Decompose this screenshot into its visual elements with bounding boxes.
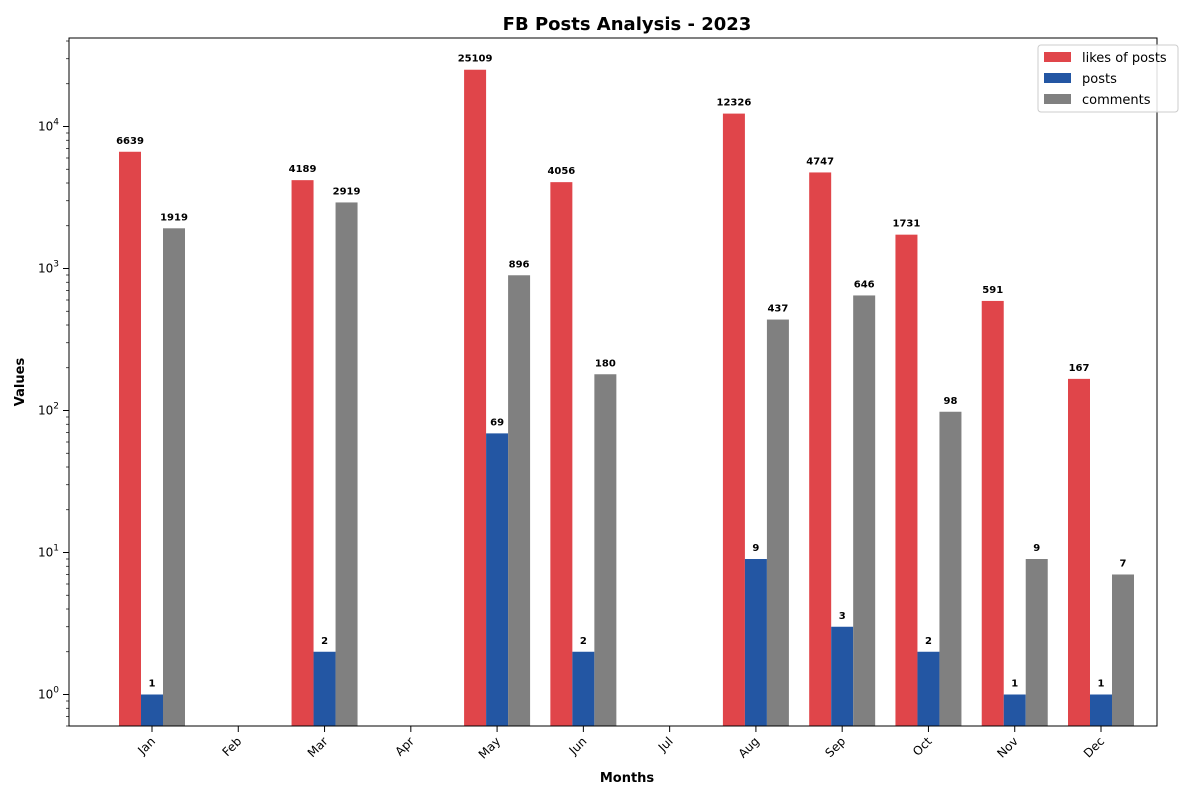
bar-comments-nov (1025, 559, 1048, 726)
x-tick-label-feb: Feb (219, 734, 244, 759)
x-tick-label-aug: Aug (736, 734, 762, 760)
data-label: 98 (943, 396, 957, 407)
bar-posts-nov (1003, 694, 1026, 726)
bar-comments-dec (1112, 574, 1134, 726)
legend-box (1037, 44, 1179, 113)
bar-posts-dec (1090, 694, 1112, 726)
y-tick-label: 101 (38, 544, 59, 560)
data-label: 646 (854, 279, 875, 290)
data-label: 4056 (547, 166, 575, 177)
x-tick-label-jan: Jan (134, 734, 158, 758)
data-label: 2919 (333, 186, 361, 197)
data-label: 2 (580, 636, 587, 647)
x-tick-label-apr: Apr (392, 734, 417, 759)
bar-comments-jan (163, 228, 185, 727)
plot-frame (68, 37, 1158, 727)
x-axis: Jan Feb Mar Apr May Jun Jul Aug Sep Oct Nov Dec (134, 726, 1107, 762)
legend: likes of posts posts comments (1037, 44, 1179, 113)
y-tick-label: 103 (38, 260, 59, 276)
x-tick-label-jun: Jun (566, 734, 590, 758)
bar-comments-jun (594, 374, 617, 726)
data-label: 1 (1098, 679, 1105, 690)
bar-likes-of-posts-mar (291, 180, 314, 726)
bar-posts-jan (141, 694, 163, 726)
x-tick-label-mar: Mar (305, 734, 331, 760)
bar-posts-oct (917, 651, 940, 726)
chart-title: FB Posts Analysis - 2023 (503, 14, 752, 35)
x-tick-label-oct: Oct (910, 734, 935, 759)
data-label: 167 (1069, 363, 1090, 374)
y-tick-label: 100 (38, 686, 59, 702)
bar-likes-of-posts-sep (809, 172, 832, 726)
data-label: 2 (925, 636, 932, 647)
data-label: 180 (595, 358, 616, 369)
y-axis: 100 101 102 103 104 (38, 40, 69, 727)
x-tick-label-may: May (476, 734, 503, 761)
data-label: 4189 (289, 164, 317, 175)
data-label: 7 (1120, 558, 1127, 569)
data-label: 1919 (160, 212, 188, 223)
y-axis-label: Values (13, 358, 28, 407)
data-label: 3 (839, 611, 846, 622)
bars-group (119, 69, 1134, 727)
data-label: 437 (767, 304, 788, 315)
data-label: 9 (752, 543, 759, 554)
data-label: 1 (149, 679, 156, 690)
data-label: 1731 (893, 219, 921, 230)
bar-comments-may (508, 275, 531, 726)
data-label: 591 (982, 285, 1003, 296)
y-tick-label: 102 (38, 402, 59, 418)
bar-posts-mar (313, 651, 336, 726)
bar-likes-of-posts-aug (722, 113, 745, 727)
bar-posts-jun (572, 651, 595, 726)
bar-comments-aug (766, 319, 789, 726)
legend-label-posts: posts (1082, 72, 1117, 87)
bar-likes-of-posts-oct (895, 234, 918, 726)
data-label: 9 (1033, 543, 1040, 554)
legend-label-likes-of-posts: likes of posts (1082, 51, 1167, 66)
bar-likes-of-posts-jan (119, 151, 141, 726)
x-tick-label-sep: Sep (822, 734, 848, 760)
bar-comments-oct (939, 411, 962, 726)
legend-swatch-likes-of-posts (1044, 52, 1071, 62)
data-label: 69 (490, 417, 504, 428)
data-label: 1 (1011, 679, 1018, 690)
x-tick-label-jul: Jul (655, 734, 676, 755)
bar-posts-sep (831, 626, 854, 726)
legend-label-comments: comments (1082, 93, 1151, 108)
bar-posts-aug (744, 559, 767, 726)
data-label: 12326 (717, 98, 752, 109)
x-tick-label-dec: Dec (1081, 734, 1107, 760)
data-label: 896 (509, 259, 530, 270)
bar-likes-of-posts-may (464, 69, 487, 727)
data-label: 25109 (458, 54, 493, 65)
legend-swatch-posts (1044, 73, 1071, 83)
data-label: 6639 (116, 136, 144, 147)
data-label: 2 (321, 636, 328, 647)
x-axis-label: Months (600, 771, 655, 786)
x-tick-label-nov: Nov (994, 734, 1020, 760)
data-label: 4747 (806, 156, 834, 167)
bar-likes-of-posts-jun (550, 182, 573, 726)
data-labels-group: 6639418925109405612326474717315911671269… (116, 54, 1126, 690)
bar-comments-mar (335, 202, 358, 726)
bar-likes-of-posts-dec (1068, 378, 1090, 726)
bar-posts-may (486, 433, 509, 726)
bar-comments-sep (853, 295, 876, 726)
bar-likes-of-posts-nov (981, 300, 1004, 726)
y-tick-label: 104 (38, 118, 59, 134)
legend-swatch-comments (1044, 94, 1071, 104)
